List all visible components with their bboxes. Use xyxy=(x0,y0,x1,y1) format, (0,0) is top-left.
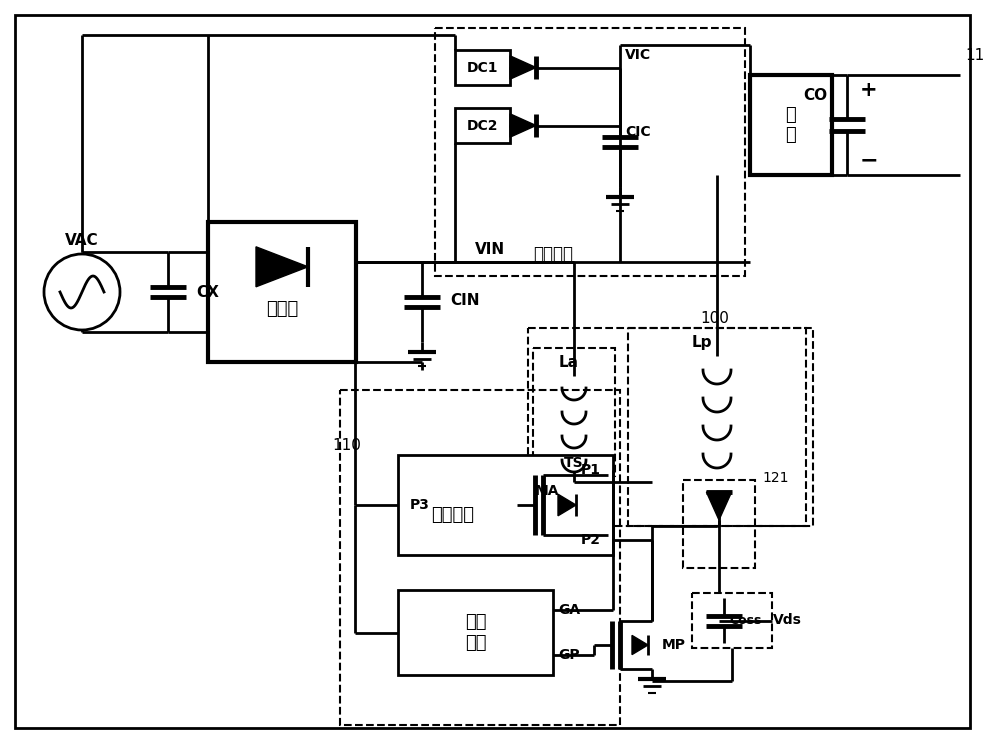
Text: DC2: DC2 xyxy=(467,118,498,133)
Polygon shape xyxy=(706,492,732,520)
Text: +: + xyxy=(860,80,878,100)
Bar xyxy=(750,75,832,175)
Bar xyxy=(628,328,806,526)
Bar xyxy=(435,28,745,276)
Bar xyxy=(533,348,615,476)
Text: MP: MP xyxy=(662,638,686,652)
Text: CX: CX xyxy=(196,285,219,299)
Text: VIN: VIN xyxy=(475,241,505,256)
Text: P3: P3 xyxy=(410,498,430,512)
Text: Coss: Coss xyxy=(729,614,761,627)
Text: 110: 110 xyxy=(333,437,361,452)
Text: GA: GA xyxy=(558,603,580,617)
Text: 辅助模块: 辅助模块 xyxy=(432,506,475,524)
Text: 121: 121 xyxy=(762,471,788,485)
Text: 负
载: 负 载 xyxy=(786,106,796,145)
Text: VAC: VAC xyxy=(65,232,99,247)
Text: DC1: DC1 xyxy=(467,60,498,74)
Text: P1: P1 xyxy=(581,463,601,477)
Text: P2: P2 xyxy=(581,533,601,547)
Bar xyxy=(340,390,620,725)
Text: CIN: CIN xyxy=(450,293,480,308)
Text: TS: TS xyxy=(564,456,584,470)
Text: 采样模块: 采样模块 xyxy=(533,245,573,263)
Bar xyxy=(398,455,613,555)
Bar xyxy=(528,328,813,526)
Bar xyxy=(455,108,510,143)
Bar xyxy=(692,593,772,648)
Text: 11: 11 xyxy=(965,48,985,63)
Text: VIC: VIC xyxy=(625,48,651,62)
Text: 100: 100 xyxy=(701,311,729,326)
Polygon shape xyxy=(558,494,576,516)
Polygon shape xyxy=(510,114,536,137)
Polygon shape xyxy=(256,247,308,287)
Text: 整流桥: 整流桥 xyxy=(266,299,298,318)
Bar xyxy=(208,222,356,362)
Polygon shape xyxy=(632,635,648,655)
Text: Vds: Vds xyxy=(773,613,801,627)
Text: Lp: Lp xyxy=(692,335,712,349)
Text: CIC: CIC xyxy=(625,124,651,139)
Polygon shape xyxy=(510,56,536,79)
Text: GP: GP xyxy=(558,648,580,662)
Bar xyxy=(683,480,755,568)
Text: MA: MA xyxy=(535,484,559,498)
Bar xyxy=(398,590,553,675)
Bar xyxy=(455,50,510,85)
Text: CO: CO xyxy=(803,87,827,103)
Text: La: La xyxy=(559,355,579,370)
Text: −: − xyxy=(860,150,878,170)
Text: 控制
模块: 控制 模块 xyxy=(465,613,486,652)
